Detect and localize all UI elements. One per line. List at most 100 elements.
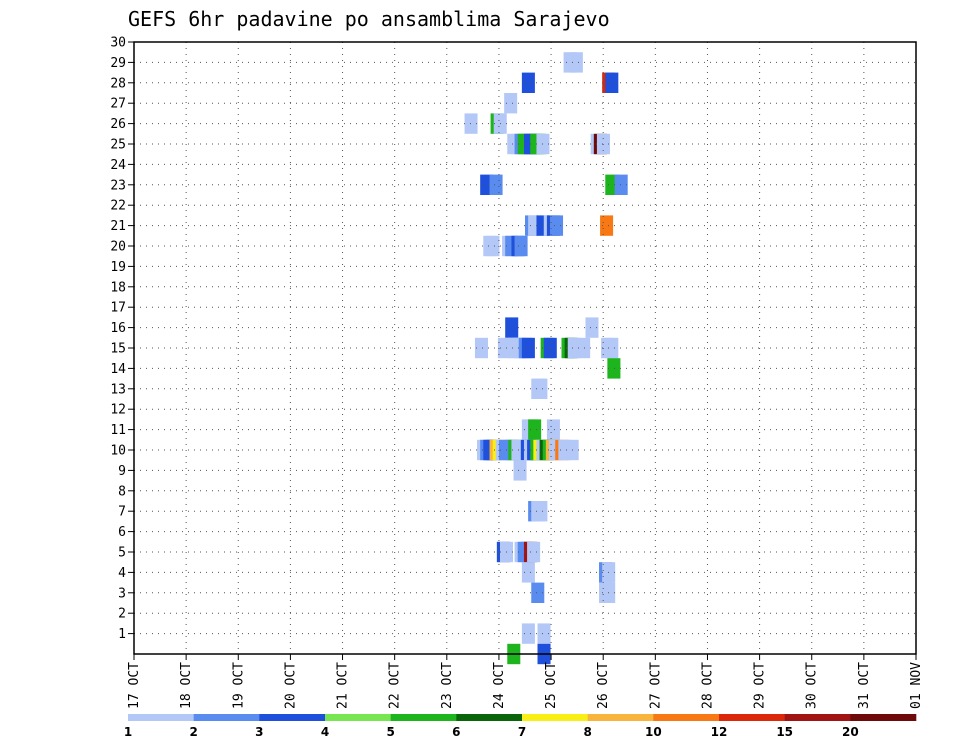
- colorbar-label: 5: [386, 725, 394, 739]
- colorbar-label: 1: [124, 725, 132, 739]
- x-axis: 17 OCT 18 OCT 19 OCT 20 OCT 21 OCT 22 OCT 23 O…: [127, 654, 924, 709]
- x-tick-label: 28 OCT: [700, 662, 715, 709]
- y-tick-label: 9: [118, 464, 126, 479]
- colorbar-swatch: [587, 714, 654, 721]
- colorbar-label: 12: [711, 725, 728, 739]
- colorbar-swatch: [390, 714, 457, 721]
- x-tick-label: 30 OCT: [805, 662, 820, 709]
- colorbar-label: 15: [776, 725, 793, 739]
- precip-cell: [607, 358, 621, 379]
- x-tick-label: 26 OCT: [596, 662, 611, 709]
- precip-cell: [546, 419, 560, 440]
- precip-cell: [514, 235, 528, 257]
- y-tick-label: 29: [110, 56, 126, 71]
- colorbar-swatch: [259, 714, 326, 721]
- y-tick-label: 28: [110, 76, 126, 91]
- y-tick-label: 7: [118, 505, 126, 520]
- colorbar-label: 2: [189, 725, 197, 739]
- x-tick-label: 29 OCT: [753, 662, 768, 709]
- y-tick-label: 16: [110, 321, 126, 336]
- y-tick-label: 6: [118, 525, 126, 540]
- y-tick-label: 25: [110, 138, 126, 153]
- x-tick-label: 17 OCT: [127, 662, 142, 709]
- colorbar-label: 20: [842, 725, 859, 739]
- precip-cell: [486, 235, 500, 257]
- y-tick-label: 5: [118, 546, 126, 561]
- precip-cell: [534, 378, 548, 399]
- precip-cell: [521, 72, 535, 93]
- colorbar-label: 4: [321, 725, 329, 739]
- y-tick-label: 23: [110, 178, 126, 193]
- y-tick-label: 13: [110, 382, 126, 397]
- colorbar-swatch: [456, 714, 523, 721]
- ensemble-cells: [464, 52, 628, 665]
- precip-cell: [505, 317, 519, 338]
- precip-cell: [527, 541, 541, 563]
- precip-cell: [550, 215, 564, 236]
- y-tick-label: 12: [110, 403, 126, 418]
- x-tick-label: 18 OCT: [179, 662, 194, 709]
- y-tick-label: 30: [110, 36, 126, 51]
- y-tick-label: 3: [118, 586, 126, 601]
- precip-cell: [614, 174, 628, 195]
- precip-cell: [537, 623, 551, 644]
- colorbar-swatch: [522, 714, 588, 721]
- colorbar-swatch: [719, 714, 785, 721]
- y-tick-label: 1: [118, 627, 126, 642]
- y-axis: 1234567891011121314151617181920212223242…: [110, 36, 134, 642]
- y-tick-label: 10: [110, 444, 126, 459]
- colorbar-label: 3: [255, 725, 263, 739]
- y-tick-label: 17: [110, 301, 126, 316]
- precip-cell: [513, 460, 527, 481]
- colorbar-swatch: [784, 714, 851, 721]
- precip-cell: [531, 582, 545, 603]
- grid-lines: [134, 42, 916, 654]
- x-tick-label: 21 OCT: [336, 662, 351, 709]
- precip-cell: [497, 337, 511, 359]
- precip-cell: [605, 337, 619, 359]
- precip-cell: [521, 337, 535, 359]
- y-tick-label: 27: [110, 97, 126, 112]
- x-tick-label: 01 NOV: [909, 662, 924, 709]
- colorbar-swatch: [653, 714, 720, 721]
- x-tick-label: 22 OCT: [388, 662, 403, 709]
- x-tick-label: 23 OCT: [440, 662, 455, 709]
- precip-cell: [585, 317, 599, 338]
- y-tick-label: 24: [110, 158, 126, 173]
- colorbar-label: 10: [645, 725, 662, 739]
- y-tick-label: 4: [118, 566, 126, 581]
- colorbar-swatch: [850, 714, 917, 721]
- y-tick-label: 14: [110, 362, 126, 377]
- precip-cell: [600, 215, 614, 236]
- y-tick-label: 20: [110, 240, 126, 255]
- x-tick-label: 19 OCT: [231, 662, 246, 709]
- y-tick-label: 19: [110, 260, 126, 275]
- x-tick-label: 25 OCT: [544, 662, 559, 709]
- x-tick-label: 31 OCT: [857, 662, 872, 709]
- y-tick-label: 8: [118, 484, 126, 499]
- y-tick-label: 11: [110, 423, 126, 438]
- y-tick-label: 15: [110, 342, 126, 357]
- precip-cell: [528, 419, 542, 440]
- precip-cell: [489, 174, 503, 195]
- precip-cell: [504, 93, 518, 114]
- colorbar-swatch: [193, 714, 260, 721]
- precip-cell: [474, 337, 488, 359]
- colorbar-swatch: [128, 714, 194, 721]
- precip-cell: [569, 52, 583, 73]
- colorbar-label: 8: [583, 725, 591, 739]
- y-tick-label: 21: [110, 219, 126, 234]
- x-tick-label: 20 OCT: [283, 662, 298, 709]
- colorbar-label: 7: [518, 725, 526, 739]
- colorbar-label: 6: [452, 725, 460, 739]
- precip-cell: [577, 337, 591, 359]
- chart-title: GEFS 6hr padavine po ansamblima Sarajevo: [128, 7, 610, 31]
- colorbar-swatch: [325, 714, 391, 721]
- colorbar: 1 2 3 4 5 6 7 8 10 12 15 20: [124, 714, 917, 739]
- y-tick-label: 26: [110, 117, 126, 132]
- precip-cell: [521, 562, 535, 583]
- x-tick-label: 24 OCT: [492, 662, 507, 709]
- y-tick-label: 18: [110, 280, 126, 295]
- precip-cell: [464, 113, 478, 134]
